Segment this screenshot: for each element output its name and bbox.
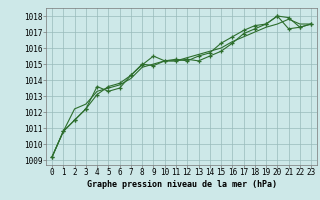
X-axis label: Graphe pression niveau de la mer (hPa): Graphe pression niveau de la mer (hPa) bbox=[87, 180, 276, 189]
